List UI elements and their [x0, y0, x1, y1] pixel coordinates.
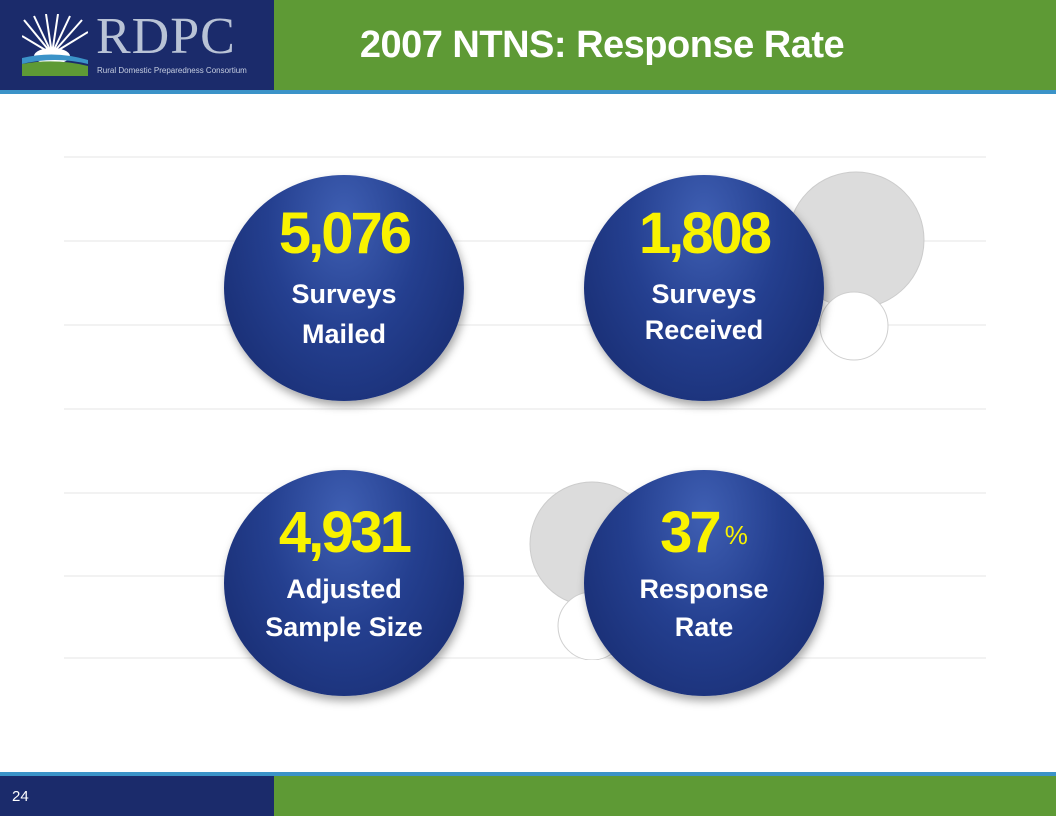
stat-bubble-adjusted-sample-size: 4,931 Adjusted Sample Size	[224, 470, 464, 696]
page-number: 24	[12, 788, 29, 805]
stat-value: 1,808	[638, 201, 772, 266]
slide-title: 2007 NTNS: Response Rate	[359, 24, 845, 66]
stat-unit: %	[724, 520, 748, 550]
title-bar	[274, 0, 1056, 90]
logo-panel: RDPC Rural Domestic Preparedness Consort…	[0, 0, 274, 90]
stat-bubble-response-rate: 37% Response Rate	[584, 470, 824, 696]
stat-value-row: 37%	[584, 500, 824, 566]
stat-value: 4,931	[278, 500, 412, 565]
logo-tagline: Rural Domestic Preparedness Consortium	[97, 66, 247, 75]
stat-label-line2: Mailed	[301, 319, 387, 349]
background-grid	[64, 156, 986, 660]
stat-value: 5,076	[278, 201, 412, 266]
footer-left-panel	[0, 776, 274, 816]
stat-value: 37	[660, 500, 721, 565]
stat-bubble-surveys-received: 1,808 Surveys Received	[584, 175, 824, 401]
stat-label-line1: Adjusted	[286, 574, 402, 604]
stat-label-line2: Received	[644, 315, 764, 345]
footer-divider	[0, 772, 1056, 776]
logo-wordmark: RDPC	[96, 8, 236, 65]
footer-right-panel	[274, 776, 1056, 816]
decor-circle-small-top	[819, 291, 889, 361]
stat-bubble-surveys-mailed: 5,076 Surveys Mailed	[224, 175, 464, 401]
stat-label-line2: Sample Size	[265, 612, 423, 642]
stat-label-line1: Response	[639, 574, 769, 604]
sunrise-logo-icon	[22, 14, 88, 76]
stat-label-line2: Rate	[674, 612, 734, 642]
header-divider	[0, 90, 1056, 94]
stat-label-line1: Surveys	[291, 279, 397, 309]
stat-label-line1: Surveys	[651, 279, 757, 309]
